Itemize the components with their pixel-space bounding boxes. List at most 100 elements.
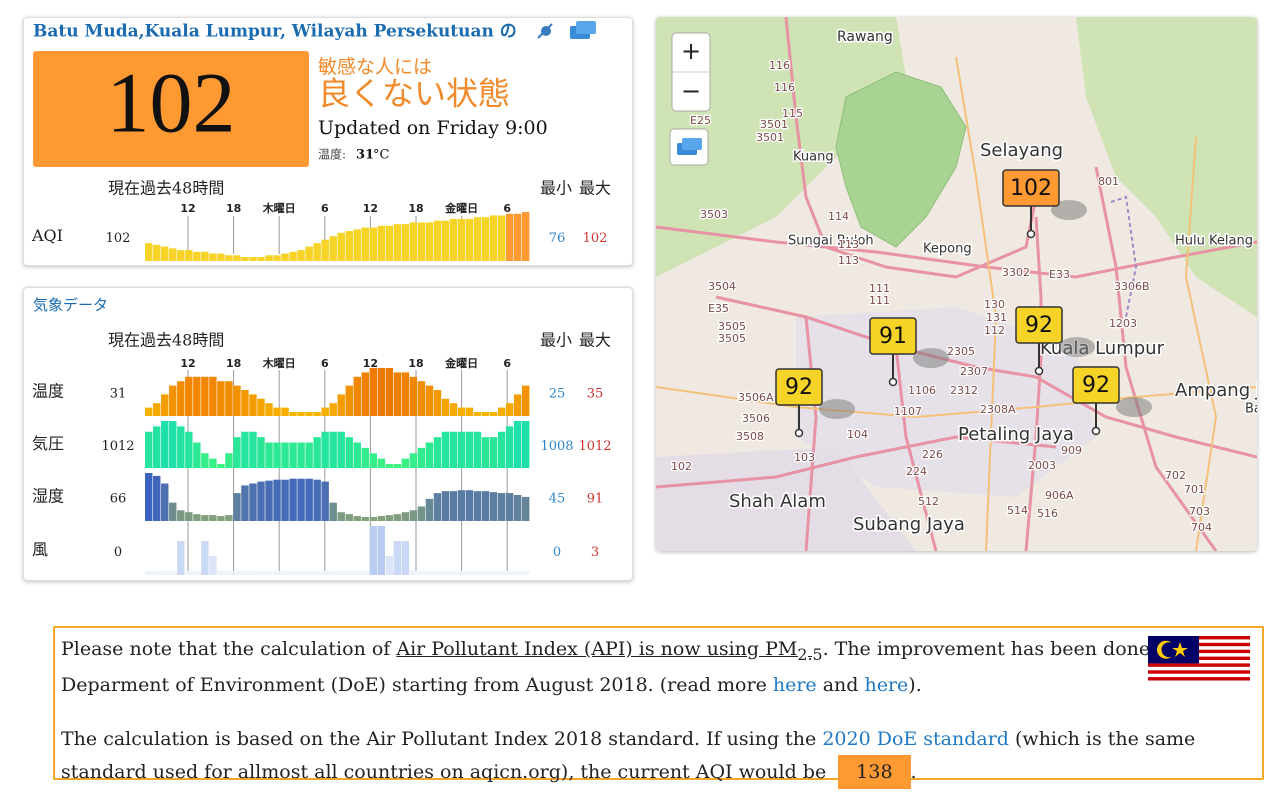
history-bar [201,251,209,261]
row-current: 1012 [101,439,134,454]
road-label: 102 [671,460,692,473]
time-tick-label: 18 [408,202,423,215]
history-bar [281,407,289,416]
history-bar [225,515,233,521]
history-bar [193,251,201,261]
history-bar [433,390,442,416]
place-label: Shah Alam [729,491,826,512]
row-max: 102 [583,231,608,246]
row-max: 35 [587,387,604,402]
history-bar [489,215,498,261]
history-bar [289,478,297,521]
row-current: 31 [110,387,127,402]
road-label: 103 [794,451,815,464]
history-bar [169,502,177,521]
map[interactable]: Rawang Selayang Kuang Sungai Buloh Kepong Kua… [656,17,1257,551]
history-bar [513,421,522,468]
layers-button[interactable] [669,128,709,166]
zoom-out[interactable]: − [681,77,701,105]
api-link[interactable]: Air Pollutant Index (API) is now using P… [396,638,822,664]
history-bar [161,246,169,261]
history-bar [465,407,474,416]
history-bar [249,431,257,468]
history-bar [145,243,153,261]
history-bar [385,556,394,575]
road-label: 115 [782,107,803,120]
history-bar [377,225,386,261]
history-bar [441,220,450,261]
marker-value: 102 [1010,176,1052,201]
min-label: 最小 [540,331,572,350]
place-label: Ampang Jaya [1175,380,1257,401]
history-bar [385,464,394,468]
marker-box [1015,306,1063,344]
left-panel: Batu Muda,Kuala Lumpur, Wilayah Persekut… [31,21,612,575]
history-bar [241,257,249,261]
zoom-control: + − [671,32,711,112]
history-bar [457,431,466,468]
place-label: Kepong [923,242,972,257]
history-bar [145,473,153,521]
link[interactable]: here [772,673,817,696]
share-icon[interactable] [537,23,553,39]
link[interactable]: 2020 DoE standard [822,727,1009,750]
history-bar [369,517,378,521]
marker-box [1002,169,1060,207]
history-bar [297,442,305,468]
history-bar [177,541,185,575]
history-bar [321,239,329,261]
history-bar [313,412,321,416]
time-tick-label: 18 [226,202,241,215]
time-tick-label: 木曜日 [262,356,296,370]
history-bar [265,403,273,416]
road-label: 3505 [718,332,746,345]
history-bar [401,372,410,416]
history-bar [193,514,201,521]
history-bar [233,493,241,521]
text: and [816,673,865,696]
temp-unit: °C [373,148,390,163]
station-title[interactable]: Batu Muda,Kuala Lumpur, Wilayah Persekut… [33,22,517,42]
layers-icon[interactable] [570,21,596,39]
weather-title[interactable]: 気象データ [33,296,108,314]
history-bar [377,458,386,468]
time-tick-label: 12 [363,357,378,370]
history-bar [449,403,458,416]
history-bar [521,421,530,468]
marker-dot [888,377,898,387]
history-bar [265,442,273,468]
min-label: 最小 [540,179,572,198]
place-label: Hulu Kelang [1175,234,1253,249]
road-label: 3501 [760,118,788,131]
row-current: 102 [106,231,131,246]
row-max: 1012 [578,439,611,454]
history-bar [241,431,249,468]
history-bar [521,571,530,575]
history-bar [505,426,514,468]
history-bar [425,571,434,575]
history-bar [273,442,281,468]
history-bar [257,571,265,575]
road-label: 3505 [718,320,746,333]
max-label: 最大 [579,179,611,198]
road-label: 801 [1098,175,1119,188]
history-bar [457,571,466,575]
time-tick-label: 6 [321,202,329,215]
note-paragraph-2: The calculation is based on the Air Poll… [61,724,1248,789]
road-label: 226 [922,448,943,461]
marker-dot [1034,366,1044,376]
history-bar [217,571,225,575]
history-bar [321,407,329,416]
zoom-in[interactable]: + [681,37,701,65]
history-bar [241,485,249,521]
history-bar [457,490,466,521]
link[interactable]: here [864,673,909,696]
history-bar [193,376,201,416]
history-bar [321,571,329,575]
road-label: 3506A [738,391,774,404]
road-label: 1106 [908,384,936,397]
history-bar [465,218,474,261]
history-bar [185,250,193,261]
history-bar [193,571,201,575]
malaysia-flag [1148,636,1250,684]
